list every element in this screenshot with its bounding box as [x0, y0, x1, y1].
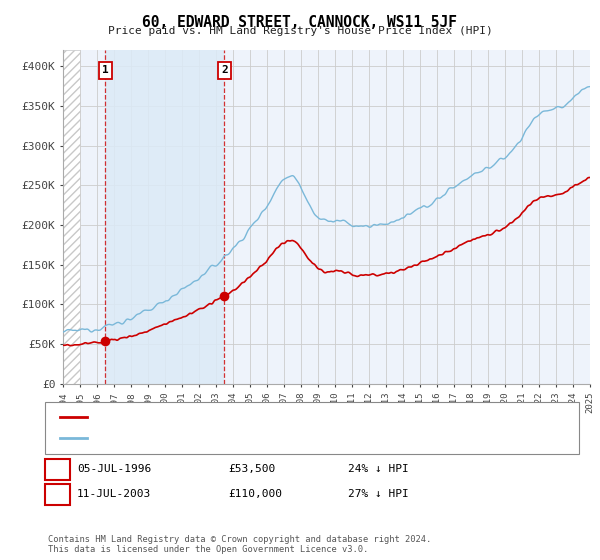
Text: 1: 1: [102, 66, 109, 76]
Text: 2: 2: [221, 66, 228, 76]
Text: £53,500: £53,500: [228, 464, 275, 474]
Text: 60, EDWARD STREET, CANNOCK, WS11 5JF: 60, EDWARD STREET, CANNOCK, WS11 5JF: [143, 15, 458, 30]
Text: 11-JUL-2003: 11-JUL-2003: [77, 489, 151, 500]
Text: HPI: Average price, detached house, Cannock Chase: HPI: Average price, detached house, Cann…: [93, 433, 387, 444]
Text: 60, EDWARD STREET, CANNOCK, WS11 5JF (detached house): 60, EDWARD STREET, CANNOCK, WS11 5JF (de…: [93, 412, 411, 422]
Text: 05-JUL-1996: 05-JUL-1996: [77, 464, 151, 474]
Bar: [106, 50, 224, 384]
Text: 27% ↓ HPI: 27% ↓ HPI: [348, 489, 409, 500]
Text: Contains HM Land Registry data © Crown copyright and database right 2024.
This d: Contains HM Land Registry data © Crown c…: [48, 535, 431, 554]
Text: Price paid vs. HM Land Registry's House Price Index (HPI): Price paid vs. HM Land Registry's House …: [107, 26, 493, 36]
Bar: [63, 50, 80, 384]
Text: £110,000: £110,000: [228, 489, 282, 500]
Text: 24% ↓ HPI: 24% ↓ HPI: [348, 464, 409, 474]
Text: 2: 2: [54, 488, 61, 501]
Text: 1: 1: [54, 463, 61, 476]
